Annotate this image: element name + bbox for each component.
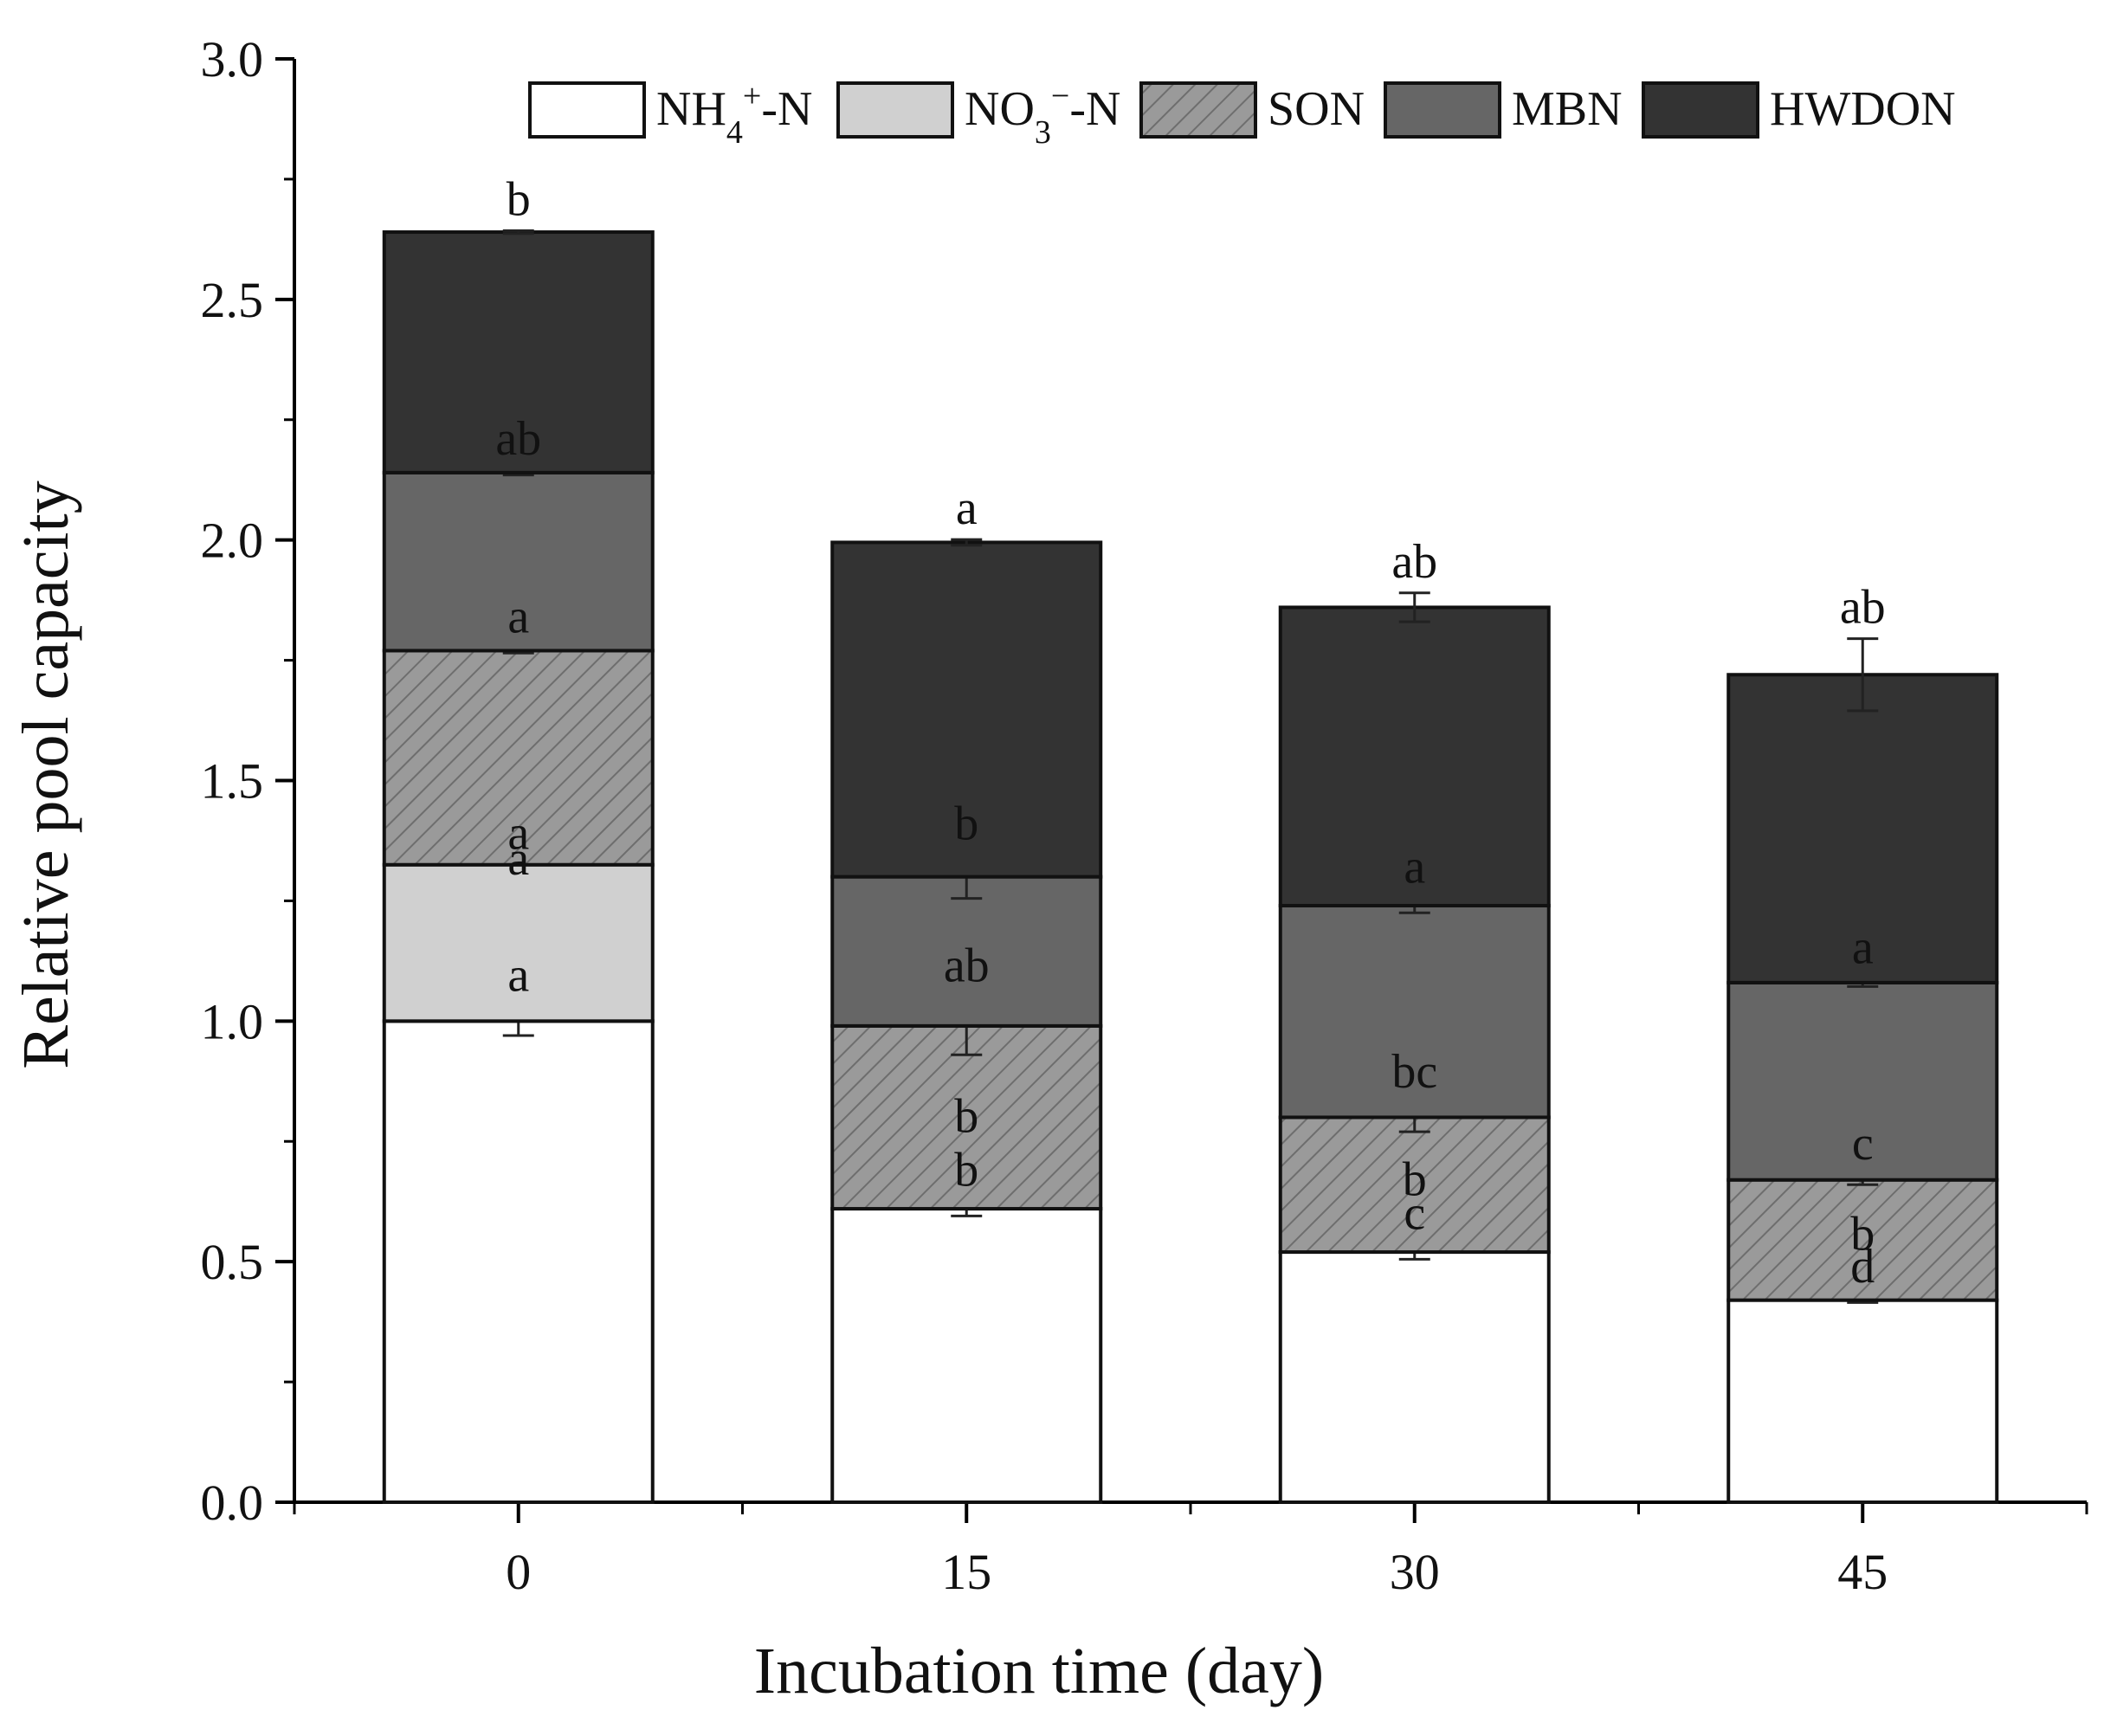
- bar-segment-hwdon: [382, 230, 655, 474]
- bar-segment-no3: [382, 862, 655, 1023]
- bar-segment-hwdon: [1726, 673, 1999, 984]
- x-tick-label: 0: [506, 1544, 531, 1600]
- y-axis-title: Relative pool capacity: [10, 481, 82, 1069]
- y-tick-label: 0.0: [201, 1475, 264, 1531]
- significance-letter-hwdon: ab: [1391, 535, 1437, 589]
- significance-letter-hwdon: ab: [1840, 581, 1886, 635]
- significance-letter-son: c: [1852, 1117, 1874, 1171]
- bar-segment-mbn: [1726, 980, 1999, 1182]
- legend-label-hwdon: HWDON: [1770, 82, 1956, 136]
- bar-segment-hwdon: [830, 540, 1103, 879]
- significance-letter-son: a: [507, 590, 529, 644]
- x-tick-label: 45: [1837, 1544, 1888, 1600]
- bar-segment-mbn: [1278, 903, 1551, 1120]
- legend: NH4+-N NO3−-N SON MBN HWDON: [528, 78, 1956, 151]
- significance-letter-son: ab: [944, 939, 990, 993]
- significance-letter-nh4: d: [1850, 1240, 1875, 1294]
- bars-layer: [382, 229, 1999, 1505]
- bar-segment-hwdon: [1278, 605, 1551, 907]
- significance-letter-nh4: b: [954, 1144, 978, 1197]
- legend-swatch-hwdon: [1642, 81, 1759, 139]
- significance-letter-son-inner: b: [1850, 1207, 1875, 1261]
- bar-segment-nh4: [830, 1207, 1103, 1504]
- legend-label-nh4: NH4+-N: [656, 78, 812, 151]
- legend-swatch-no3: [836, 81, 954, 139]
- y-tick-label: 3.0: [201, 31, 264, 87]
- significance-letter-son-inner: b: [1403, 1153, 1427, 1207]
- y-tick-label: 1.5: [201, 753, 264, 810]
- legend-swatch-nh4: [528, 81, 646, 139]
- bar-segment-son: [382, 649, 655, 867]
- y-tick-label: 1.0: [201, 993, 264, 1049]
- bar-segment-son: [1726, 1178, 1999, 1302]
- x-axis-title: Incubation time (day): [754, 1635, 1324, 1707]
- significance-letter-mbn: a: [1852, 920, 1874, 974]
- y-tick-label: 0.5: [201, 1234, 264, 1290]
- bar-segment-mbn: [382, 470, 655, 653]
- significance-letter-mbn: ab: [495, 412, 541, 466]
- y-tick-label: 2.0: [201, 513, 264, 569]
- significance-letter-mbn: a: [1404, 841, 1425, 894]
- significance-letter-son: bc: [1391, 1045, 1437, 1099]
- significance-letter-hwdon: b: [507, 172, 531, 226]
- legend-label-mbn: MBN: [1512, 82, 1623, 136]
- legend-swatch-son: [1139, 81, 1257, 139]
- bar-segment-son: [830, 1023, 1103, 1211]
- bar-segment-nh4: [1726, 1298, 1999, 1504]
- bar-segment-mbn: [830, 874, 1103, 1028]
- bar-segment-nh4: [382, 1019, 655, 1505]
- x-tick-label: 15: [941, 1544, 991, 1600]
- significance-letter-nh4: a: [507, 949, 529, 1003]
- y-tick-label: 2.5: [201, 272, 264, 328]
- legend-swatch-mbn: [1384, 81, 1501, 139]
- bar-segment-son: [1278, 1115, 1551, 1255]
- bar-segment-nh4: [1278, 1250, 1551, 1504]
- significance-letter-mbn: b: [954, 797, 978, 851]
- x-tick-label: 30: [1390, 1544, 1440, 1600]
- significance-letter-nh4: c: [1404, 1187, 1425, 1241]
- legend-label-no3: NO3−-N: [965, 78, 1120, 151]
- significance-letter-no3: a: [507, 807, 529, 861]
- significance-letter-son-inner: a: [507, 832, 529, 886]
- labels-layer: 0.00.51.01.52.02.53.00 15 30 45abcdaaabbcca…: [201, 31, 1888, 1600]
- significance-letter-hwdon: a: [956, 481, 978, 535]
- legend-label-son: SON: [1268, 82, 1365, 136]
- significance-letter-son-inner: b: [954, 1089, 978, 1143]
